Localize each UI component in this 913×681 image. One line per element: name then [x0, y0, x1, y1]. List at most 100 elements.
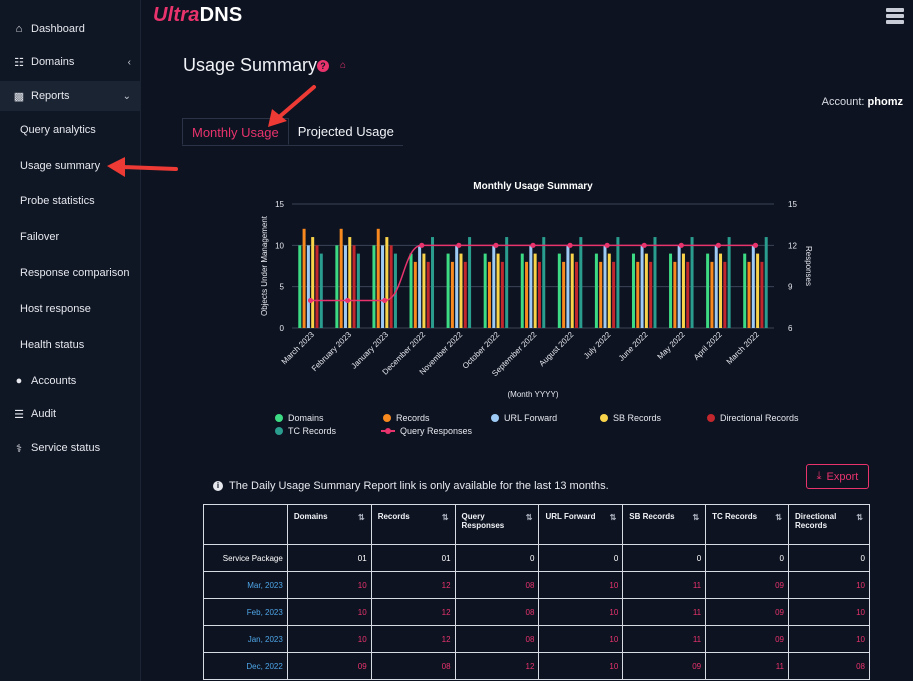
bar-url-forward: [492, 245, 496, 328]
bar-sb-records: [311, 237, 315, 328]
legend-domains[interactable]: Domains: [275, 413, 324, 423]
table-cell: 10: [788, 625, 870, 653]
brand-part1: Ultra: [153, 4, 200, 26]
bar-records: [710, 261, 714, 328]
query-responses-point: [752, 242, 759, 248]
sidebar-subitem-label: Response comparison: [20, 267, 130, 279]
bar-url-forward: [677, 245, 681, 328]
header-label: Records: [377, 512, 410, 521]
table-header-records[interactable]: Records ⇅: [370, 504, 456, 545]
info-notice: i The Daily Usage Summary Report link is…: [213, 480, 609, 492]
sidebar-item-domains[interactable]: ☷ Domains ‹: [0, 47, 141, 77]
bar-url-forward: [343, 245, 347, 328]
sort-icon[interactable]: ⇅: [357, 513, 365, 522]
home-icon[interactable]: ⌂: [340, 60, 347, 71]
brand-logo[interactable]: UltraDNS: [153, 4, 242, 27]
bar-records: [450, 261, 454, 328]
x-tick-label: January 2023: [349, 330, 390, 371]
bar-records: [339, 228, 343, 328]
bar-sb-records: [533, 253, 537, 328]
query-responses-point: [641, 242, 647, 248]
table-cell: 08: [370, 652, 456, 680]
legend-marker: [381, 428, 395, 434]
table-cell: 10: [286, 598, 372, 626]
legend-tc-records[interactable]: TC Records: [275, 426, 336, 436]
table-cell: 12: [454, 652, 540, 680]
table-header-directional-records[interactable]: Directional Records ⇅: [788, 504, 870, 545]
legend-sb-records[interactable]: SB Records: [600, 413, 661, 423]
bar-sb-records: [459, 253, 463, 328]
row-label[interactable]: Jan, 2023: [203, 625, 288, 653]
row-label[interactable]: Dec, 2022: [203, 652, 288, 680]
bar-records: [636, 261, 640, 328]
table-cell: 0: [788, 544, 870, 572]
bar-domains: [298, 245, 302, 328]
sidebar-item-audit[interactable]: ☰ Audit: [0, 399, 141, 429]
bar-sb-records: [570, 253, 574, 328]
row-label[interactable]: Feb, 2023: [203, 598, 288, 626]
bar-tc-records: [727, 237, 731, 328]
sort-icon[interactable]: ⇅: [609, 513, 617, 522]
bar-directional-records: [575, 261, 579, 328]
x-tick-label: February 2023: [310, 330, 354, 374]
bar-tc-records: [505, 237, 509, 328]
table-header-query-responses[interactable]: Query Responses ⇅: [454, 504, 540, 545]
table-header-sb-records[interactable]: SB Records ⇅: [622, 504, 707, 545]
sidebar-subitem-health-status[interactable]: Health status: [0, 330, 141, 360]
bar-records: [413, 261, 417, 328]
sidebar-subitem-host-response[interactable]: Host response: [0, 294, 141, 324]
sidebar-item-accounts[interactable]: ● Accounts: [0, 366, 141, 396]
bar-domains: [706, 253, 710, 328]
row-label[interactable]: Mar, 2023: [203, 571, 288, 599]
sort-icon[interactable]: ⇅: [525, 513, 533, 522]
bar-url-forward: [566, 245, 570, 328]
sidebar-subitem-failover[interactable]: Failover: [0, 222, 141, 252]
query-responses-point: [345, 297, 351, 304]
user-icon: ●: [15, 375, 23, 387]
sidebar-subitem-query-analytics[interactable]: Query analytics: [0, 115, 141, 145]
table-cell: 0: [454, 544, 540, 572]
bar-directional-records: [760, 261, 764, 328]
legend-records[interactable]: Records: [383, 413, 430, 423]
hamburger-menu-icon[interactable]: [886, 8, 904, 26]
bar-directional-records: [537, 261, 541, 328]
brand-part2: DNS: [199, 4, 243, 26]
tab-projected-usage[interactable]: Projected Usage: [297, 124, 394, 139]
bar-sb-records: [348, 237, 352, 328]
bar-domains: [446, 253, 450, 328]
bar-directional-records: [352, 245, 356, 328]
bar-sb-records: [496, 253, 500, 328]
sort-icon[interactable]: ⇅: [692, 513, 700, 522]
table-cell: 12: [370, 625, 456, 653]
table-cell: 09: [705, 571, 789, 599]
header-label: Query Responses: [461, 512, 505, 530]
account-label: Account:: [821, 96, 865, 108]
sidebar-subitem-probe-statistics[interactable]: Probe statistics: [0, 186, 141, 216]
legend-query-responses[interactable]: Query Responses: [381, 426, 472, 436]
sidebar-item-reports[interactable]: ▩ Reports ⌄: [0, 81, 141, 111]
sidebar-subitem-response-comparison[interactable]: Response comparison: [0, 258, 141, 288]
y2-tick-label: 12: [788, 241, 797, 250]
sidebar-item-dashboard[interactable]: ⌂ Dashboard: [0, 14, 141, 44]
query-responses-point: [419, 242, 425, 248]
bar-tc-records: [653, 237, 657, 328]
legend-url-forward[interactable]: URL Forward: [491, 413, 557, 423]
table-header-tc-records[interactable]: TC Records ⇅: [705, 504, 789, 545]
y-axis-label: Objects Under Management: [260, 215, 269, 316]
sort-icon[interactable]: ⇅: [856, 513, 863, 522]
help-icon[interactable]: ?: [317, 60, 329, 72]
sidebar-subitem-label: Query analytics: [20, 124, 96, 136]
export-button[interactable]: ⤓ Export: [806, 464, 869, 489]
bar-domains: [557, 253, 561, 328]
sidebar-subitem-usage-summary[interactable]: Usage summary: [0, 151, 141, 181]
sort-icon[interactable]: ⇅: [441, 513, 449, 522]
table-header-url-forward[interactable]: URL Forward ⇅: [538, 504, 624, 545]
table-header-domains[interactable]: Domains ⇅: [286, 504, 372, 545]
legend-marker: [491, 414, 499, 422]
x-tick-label: July 2022: [582, 330, 613, 361]
query-responses-point: [678, 242, 684, 248]
legend-directional-records[interactable]: Directional Records: [707, 413, 799, 423]
sort-icon[interactable]: ⇅: [775, 513, 782, 522]
bar-records: [487, 261, 491, 328]
sidebar-item-service-status[interactable]: ⚕ Service status: [0, 433, 141, 463]
